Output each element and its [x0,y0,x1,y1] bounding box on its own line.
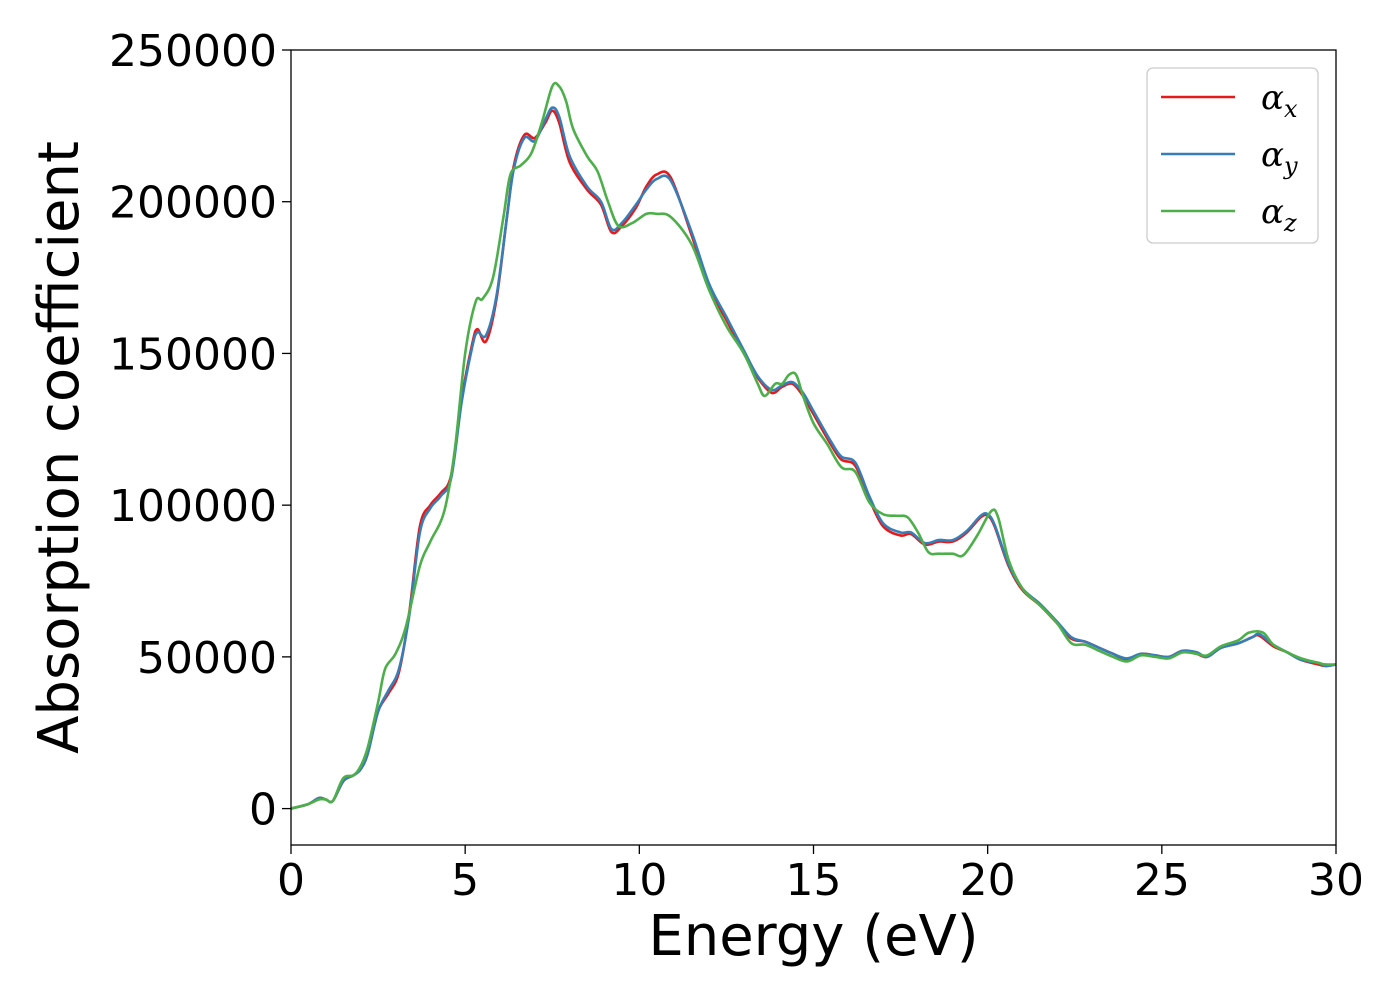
series-lines [290,81,1337,810]
y-tick-label: 150000 [109,329,277,380]
x-axis: 0 5 10 15 20 25 30 [277,845,1364,906]
y-tick-label: 250000 [109,26,277,77]
x-tick-label: 30 [1308,855,1364,906]
legend: αx αy αz [1146,67,1319,244]
y-tick-label: 50000 [137,633,277,684]
series-line-z [290,81,1337,810]
y-tick-label: 0 [249,785,277,836]
x-tick-label: 20 [960,855,1016,906]
y-tick-label: 100000 [109,481,277,532]
x-tick-label: 10 [611,855,667,906]
legend-box [1146,67,1319,244]
legend-label-z: αz [1261,192,1297,237]
legend-label-x: αx [1261,78,1298,123]
y-axis-title: Absorption coefficient [27,141,92,754]
x-axis-title: Energy (eV) [648,904,978,969]
x-tick-label: 25 [1134,855,1190,906]
legend-label-y: αy [1261,135,1298,180]
x-tick-label: 5 [451,855,479,906]
y-tick-label: 200000 [109,178,277,229]
x-tick-label: 0 [277,855,305,906]
y-axis: 0 50000 100000 150000 200000 250000 [109,26,291,836]
x-tick-label: 15 [786,855,842,906]
